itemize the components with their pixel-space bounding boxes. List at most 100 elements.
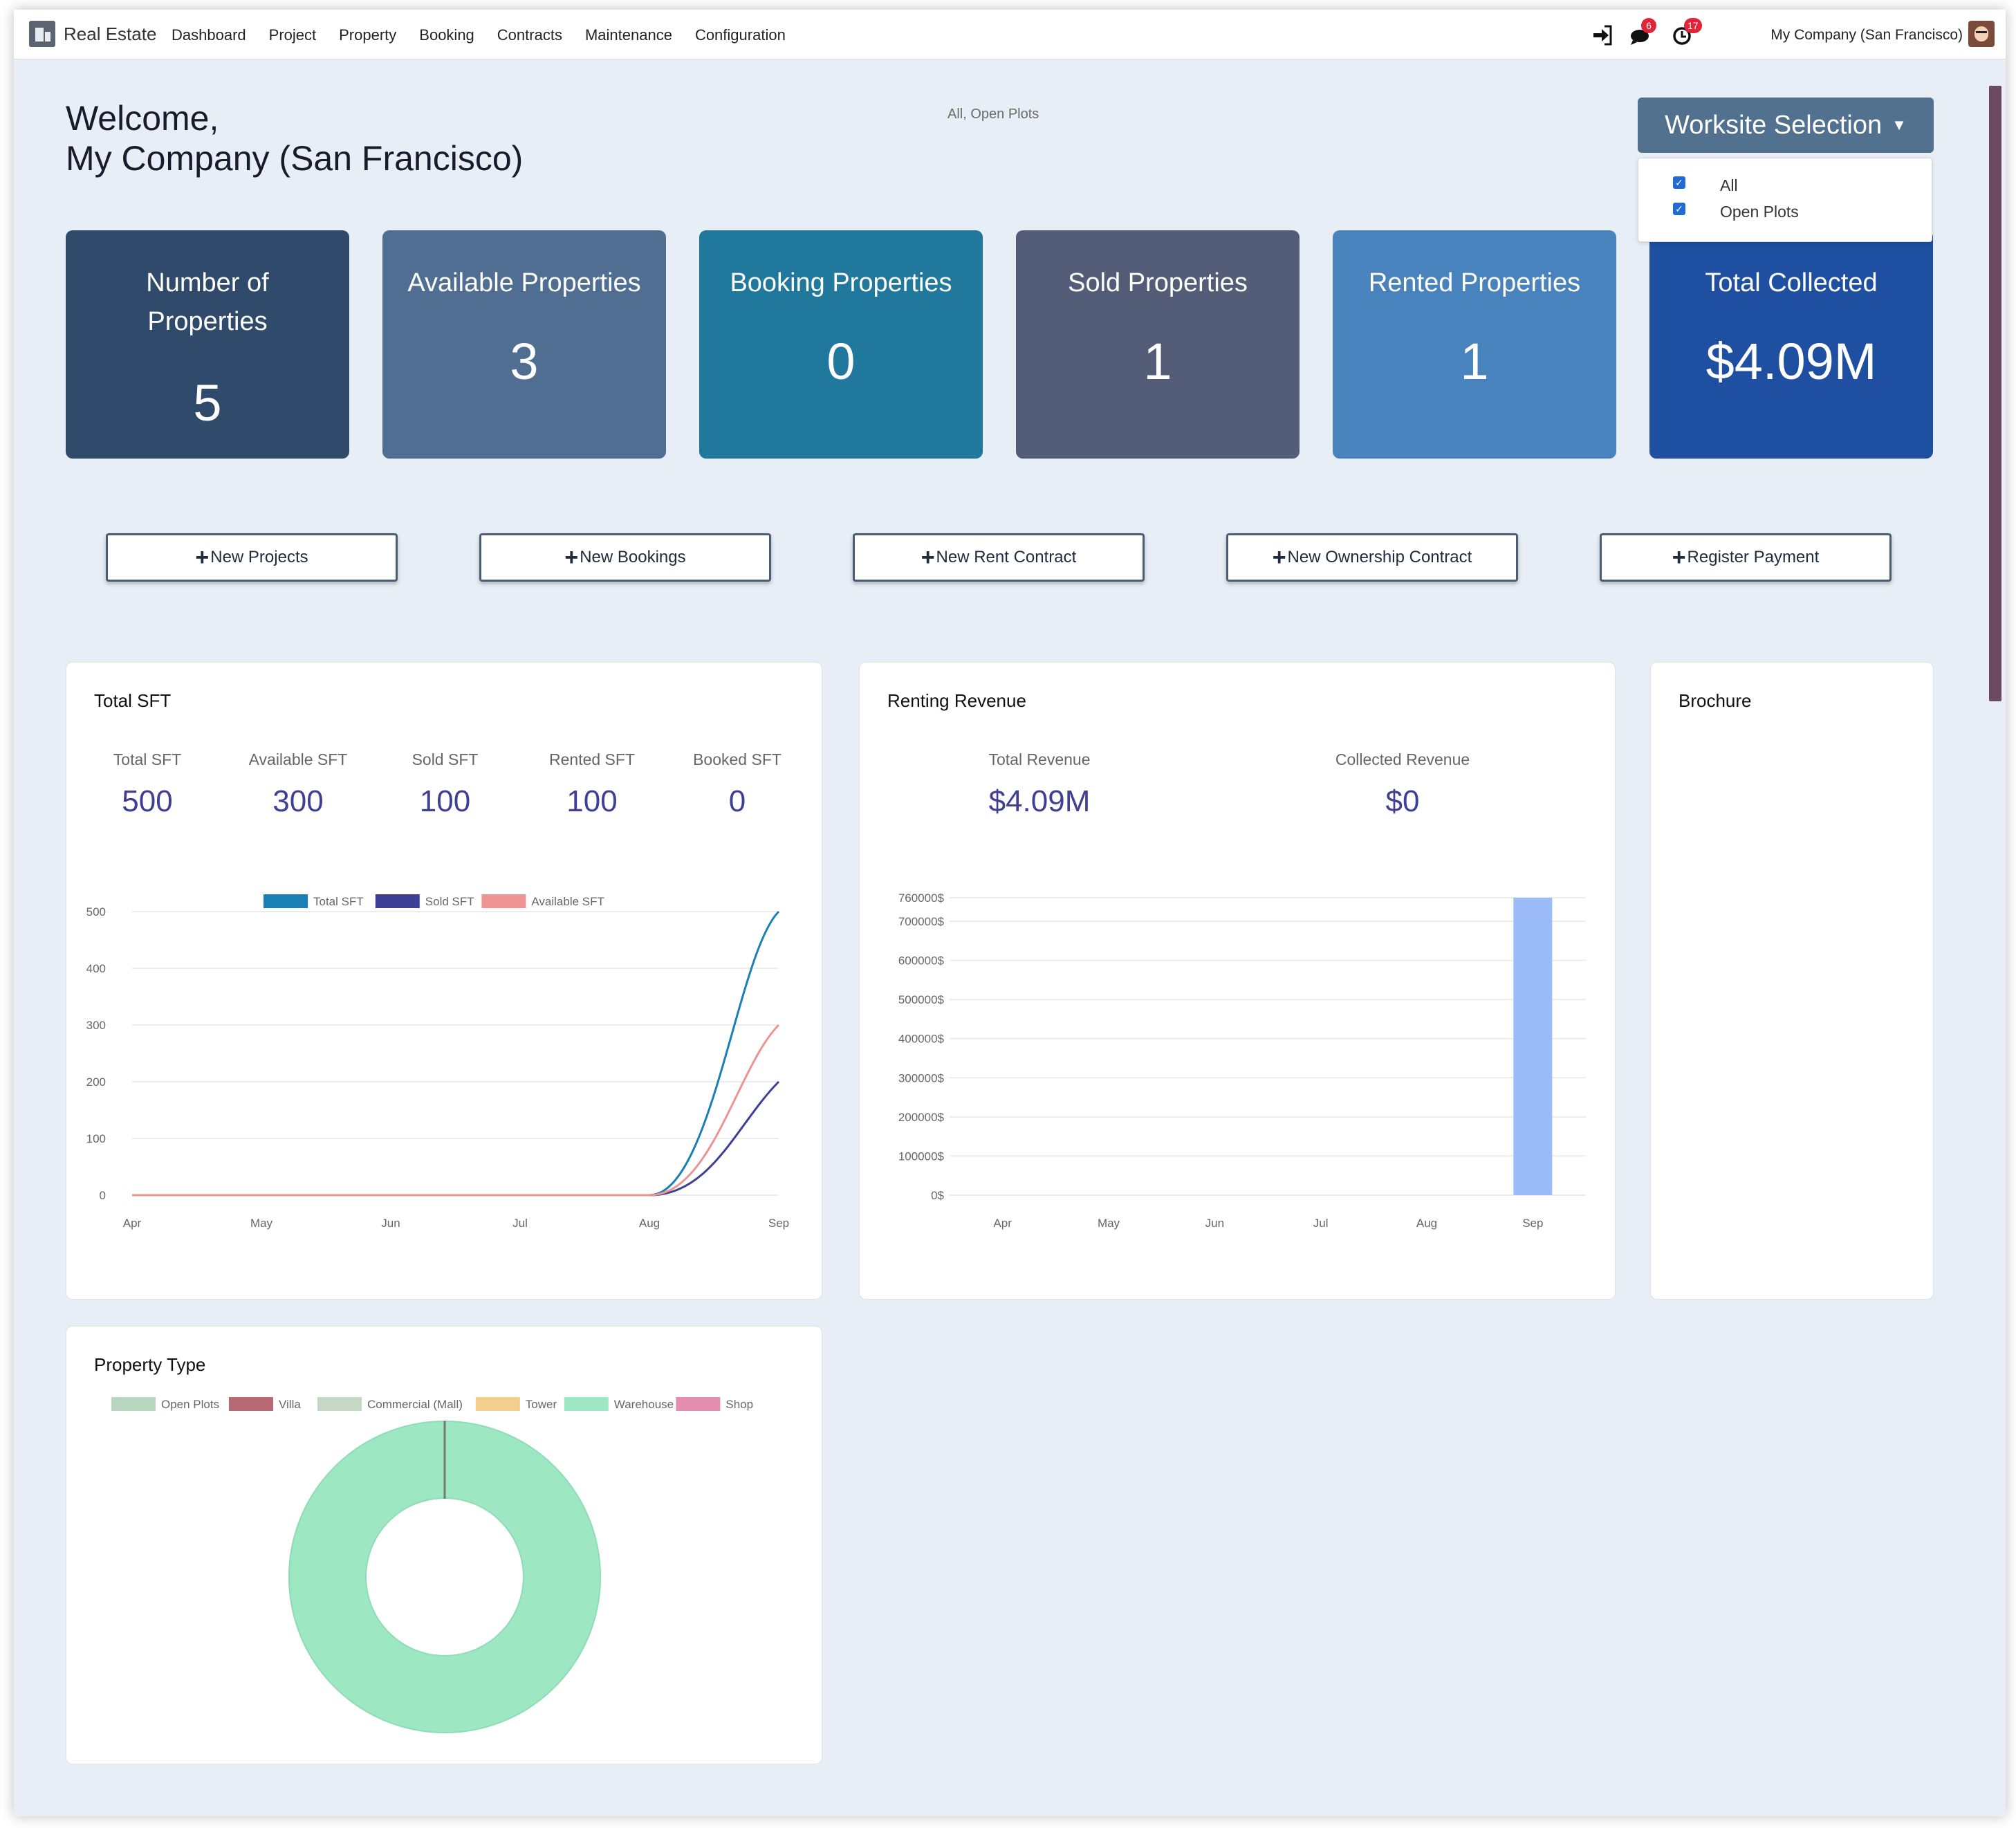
stat-card-value: 5 bbox=[193, 374, 222, 432]
stat-card-title: Rented Properties bbox=[1368, 268, 1581, 297]
legend-label: Open Plots bbox=[161, 1398, 219, 1411]
kpi-label: Available SFT bbox=[248, 750, 348, 768]
doughnut-inner-outline bbox=[365, 1497, 524, 1656]
activities-badge: 17 bbox=[1684, 18, 1702, 33]
legend-label: Commercial (Mall) bbox=[367, 1398, 463, 1411]
legend-swatch bbox=[111, 1397, 156, 1411]
y-tick-label: 400000$ bbox=[898, 1033, 945, 1046]
renting-revenue-bar-chart: 0$ 100000$ 200000$ 300000$ 400000$ 500000$ 600… bbox=[898, 892, 1586, 1230]
total-sft-line-chart: 0 100 200 300 400 500 Apr May Jun Jul Aug Sep Total … bbox=[86, 894, 789, 1230]
stat-card-total-collected[interactable]: Total Collected $4.09M bbox=[1649, 230, 1933, 459]
kpi-value: 500 bbox=[122, 784, 173, 818]
y-tick-label: 500000$ bbox=[898, 993, 945, 1006]
plus-icon: + bbox=[195, 544, 210, 571]
page-scrollbar[interactable] bbox=[1989, 72, 2001, 1801]
register-payment-button[interactable]: + Register Payment bbox=[1600, 533, 1892, 582]
menu-configuration[interactable]: Configuration bbox=[694, 26, 786, 44]
kpi-value: $4.09M bbox=[988, 784, 1091, 818]
y-tick-label: 500 bbox=[86, 905, 106, 918]
kpi-available-sft: Available SFT 300 bbox=[236, 750, 360, 819]
real-estate-app-icon[interactable] bbox=[29, 21, 55, 47]
y-tick-label: 400 bbox=[86, 962, 106, 975]
x-tick-label: Sep bbox=[768, 1217, 789, 1230]
legend-label: Shop bbox=[725, 1398, 753, 1411]
y-tick-label: 300000$ bbox=[898, 1071, 945, 1084]
worksite-option-label: All bbox=[1720, 176, 1738, 194]
checkbox-open-plots[interactable]: ✓ bbox=[1673, 202, 1685, 215]
plus-icon: + bbox=[921, 544, 935, 571]
kpi-label: Sold SFT bbox=[411, 750, 479, 768]
x-tick-label: Aug bbox=[1416, 1217, 1437, 1230]
menu-property[interactable]: Property bbox=[339, 26, 397, 44]
kpi-rented-sft: Rented SFT 100 bbox=[537, 750, 647, 819]
checkbox-all[interactable]: ✓ bbox=[1673, 176, 1685, 189]
button-label: New Bookings bbox=[580, 548, 686, 566]
kpi-label: Rented SFT bbox=[549, 750, 635, 768]
panel-title: Property Type bbox=[94, 1354, 206, 1375]
kpi-value: 0 bbox=[728, 784, 746, 818]
x-tick-label: Apr bbox=[993, 1217, 1012, 1230]
menu-maintenance[interactable]: Maintenance bbox=[584, 26, 672, 44]
legend-swatch bbox=[317, 1397, 362, 1411]
stat-card-available-properties[interactable]: Available Properties 3 bbox=[382, 230, 666, 459]
menu-dashboard[interactable]: Dashboard bbox=[172, 26, 246, 44]
legend-label: Sold SFT bbox=[425, 895, 474, 908]
sign-in-icon[interactable] bbox=[1591, 24, 1614, 47]
welcome-heading: Welcome, My Company (San Francisco) bbox=[66, 98, 523, 178]
menu-contracts[interactable]: Contracts bbox=[497, 26, 562, 44]
renting-revenue-panel: Renting Revenue Total Revenue $4.09M Col… bbox=[859, 662, 1616, 1300]
new-ownership-contract-button[interactable]: + New Ownership Contract bbox=[1226, 533, 1518, 582]
company-switcher[interactable]: My Company (San Francisco) bbox=[1770, 27, 1963, 43]
worksite-selection-button[interactable]: Worksite Selection ▼ bbox=[1638, 98, 1934, 153]
app-window: Real Estate Dashboard Project Property B… bbox=[14, 10, 2006, 1816]
kpi-total-sft: Total SFT 500 bbox=[102, 750, 192, 819]
x-tick-label: Aug bbox=[639, 1217, 660, 1230]
messages-badge: 6 bbox=[1641, 18, 1656, 33]
kpi-label: Collected Revenue bbox=[1335, 750, 1470, 768]
worksite-option-open-plots[interactable]: ✓ Open Plots bbox=[1673, 202, 1799, 221]
worksite-option-all[interactable]: ✓ All bbox=[1673, 176, 1738, 195]
x-tick-label: May bbox=[1098, 1217, 1120, 1230]
legend-label: Total SFT bbox=[313, 895, 364, 908]
new-rent-contract-button[interactable]: + New Rent Contract bbox=[853, 533, 1145, 582]
property-type-doughnut-chart: Open Plots Villa Commercial (Mall) Tower War… bbox=[111, 1397, 753, 1733]
plus-icon: + bbox=[1272, 544, 1286, 571]
x-tick-label: Sep bbox=[1522, 1217, 1543, 1230]
new-projects-button[interactable]: + New Projects bbox=[106, 533, 398, 582]
button-label: New Rent Contract bbox=[936, 548, 1077, 566]
stat-card-booking-properties[interactable]: Booking Properties 0 bbox=[699, 230, 983, 459]
menu-booking[interactable]: Booking bbox=[419, 26, 474, 44]
x-tick-label: Apr bbox=[123, 1217, 142, 1230]
kpi-value: 100 bbox=[566, 784, 618, 818]
stat-card-rented-properties[interactable]: Rented Properties 1 bbox=[1333, 230, 1616, 459]
y-tick-label: 0$ bbox=[931, 1189, 944, 1202]
x-tick-label: Jun bbox=[1205, 1217, 1224, 1230]
scrollbar-thumb[interactable] bbox=[1989, 86, 2001, 701]
property-type-panel: Property Type Open Plots Villa Commercial … bbox=[66, 1326, 822, 1764]
kpi-value: $0 bbox=[1385, 784, 1420, 818]
stat-card-sold-properties[interactable]: Sold Properties 1 bbox=[1016, 230, 1300, 459]
x-tick-label: Jul bbox=[1313, 1217, 1329, 1230]
kpi-value: 100 bbox=[419, 784, 471, 818]
kpi-collected-revenue: Collected Revenue $0 bbox=[1306, 750, 1499, 819]
legend-swatch bbox=[229, 1397, 273, 1411]
plus-icon: + bbox=[564, 544, 579, 571]
app-name[interactable]: Real Estate bbox=[64, 24, 157, 44]
user-avatar[interactable] bbox=[1968, 21, 1995, 47]
stat-card-number-of-properties[interactable]: Number of Properties 5 bbox=[66, 230, 349, 459]
legend-label: Warehouse bbox=[614, 1398, 674, 1411]
menu-project[interactable]: Project bbox=[268, 26, 317, 44]
plus-icon: + bbox=[1672, 544, 1686, 571]
legend-swatch bbox=[263, 894, 308, 908]
y-tick-label: 300 bbox=[86, 1019, 106, 1032]
button-label: New Projects bbox=[210, 548, 308, 566]
new-bookings-button[interactable]: + New Bookings bbox=[479, 533, 771, 582]
stat-card-value: 3 bbox=[510, 333, 539, 390]
stat-card-value: 1 bbox=[1460, 333, 1489, 390]
activities-icon[interactable]: 17 bbox=[1672, 18, 1702, 47]
kpi-label: Total SFT bbox=[113, 750, 182, 768]
stat-card-title: Sold Properties bbox=[1068, 268, 1248, 297]
messages-icon[interactable]: 6 bbox=[1629, 18, 1656, 47]
button-label: Register Payment bbox=[1687, 548, 1820, 566]
button-label: New Ownership Contract bbox=[1287, 548, 1472, 566]
